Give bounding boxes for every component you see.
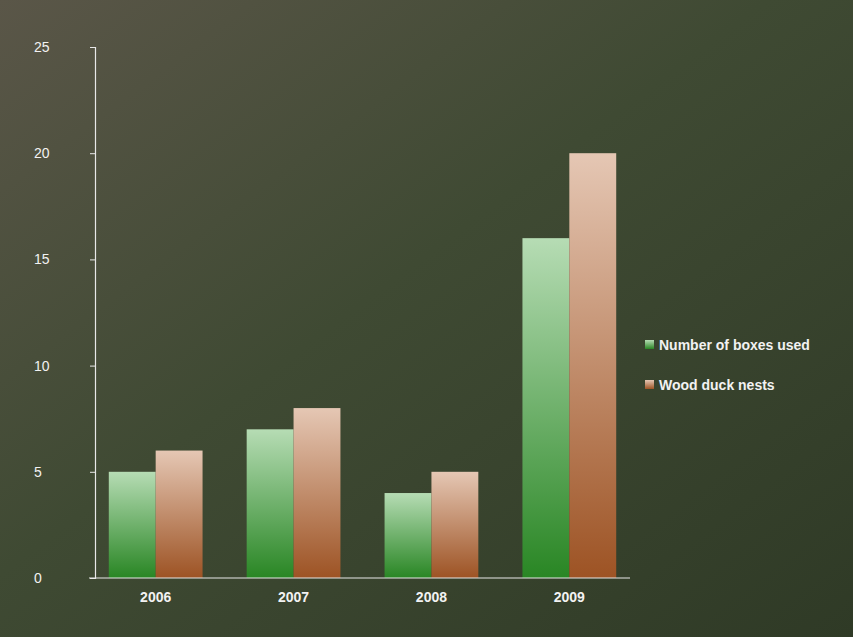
y-axis-line [90, 48, 96, 579]
y-tick-mark [90, 259, 95, 260]
chart: 0 5 10 15 20 25 2006 2007 2008 2009 Number of boxe… [0, 0, 853, 637]
y-tick-label: 15 [34, 251, 50, 267]
x-tick-label: 2007 [278, 589, 309, 605]
y-tick-label: 10 [34, 358, 50, 374]
x-tick-label: 2008 [416, 589, 447, 605]
bar [156, 451, 203, 578]
y-axis: 0 5 10 15 20 25 [34, 39, 96, 586]
y-tick: 25 [34, 39, 95, 55]
y-tick: 0 [34, 570, 95, 586]
y-tick: 15 [34, 251, 95, 267]
x-tick: 2006 [140, 589, 171, 605]
x-tick: 2007 [278, 589, 309, 605]
bar [522, 238, 569, 578]
bars [109, 153, 616, 578]
y-tick-label: 20 [34, 145, 50, 161]
y-tick-mark [90, 153, 95, 154]
legend: Number of boxes used Wood duck nests [645, 337, 810, 393]
legend-label: Number of boxes used [659, 337, 810, 353]
bar [109, 472, 156, 578]
legend-swatch [645, 380, 654, 389]
y-tick-mark [90, 47, 95, 48]
y-tick: 10 [34, 358, 95, 374]
bar [294, 408, 341, 578]
x-axis: 2006 2007 2008 2009 [89, 578, 630, 605]
x-tick: 2008 [416, 589, 447, 605]
y-tick-mark [90, 366, 95, 367]
bar [247, 429, 294, 578]
legend-label: Wood duck nests [659, 377, 775, 393]
y-tick-mark [90, 472, 95, 473]
y-tick-label: 5 [34, 464, 42, 480]
background [0, 0, 853, 637]
y-tick-label: 25 [34, 39, 50, 55]
bar [385, 493, 432, 578]
x-tick: 2009 [554, 589, 585, 605]
x-axis-line [89, 577, 630, 578]
x-tick-label: 2006 [140, 589, 171, 605]
y-tick: 20 [34, 145, 95, 161]
bar [569, 153, 616, 578]
bar [431, 472, 478, 578]
legend-swatch [645, 340, 654, 349]
y-tick-label: 0 [34, 570, 42, 586]
x-tick-label: 2009 [554, 589, 585, 605]
y-tick: 5 [34, 464, 95, 480]
